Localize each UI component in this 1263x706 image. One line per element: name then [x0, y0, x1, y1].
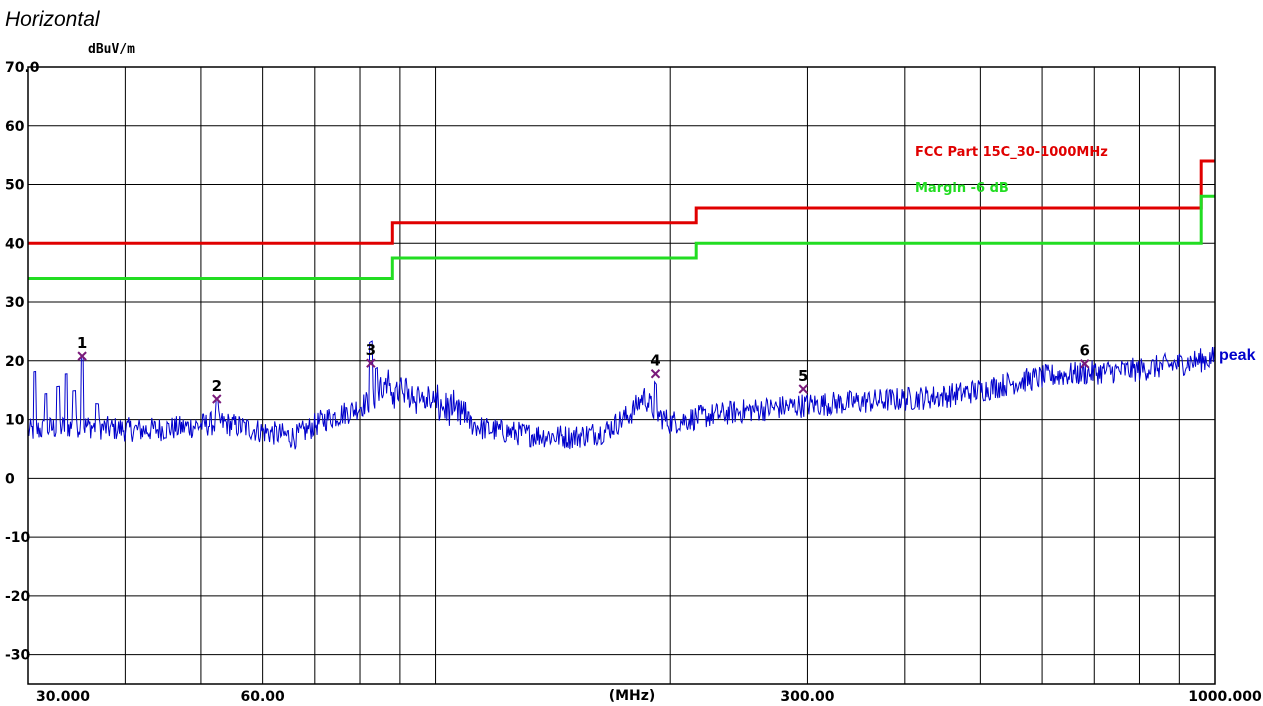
- limit-line: [28, 159, 1215, 245]
- legend: FCC Part 15C_30-1000MHz Margin -6 dB peak: [915, 145, 1256, 364]
- marker: 6: [1079, 342, 1090, 369]
- marker-cross: [77, 351, 87, 361]
- marker: 4: [650, 352, 661, 379]
- marker-label: 6: [1079, 342, 1089, 360]
- legend-margin: Margin -6 dB: [915, 181, 1009, 196]
- trace-line: [27, 340, 1216, 450]
- y-tick-label: 10: [5, 413, 25, 429]
- y-tick-label: 40: [5, 236, 25, 252]
- y-tick-label: 50: [5, 178, 25, 194]
- y-tick-label: 0: [5, 471, 15, 487]
- y-axis-unit: dBuV/m: [88, 42, 135, 57]
- plot-frame: [27, 66, 1216, 685]
- marker-label: 2: [212, 377, 222, 395]
- y-tick-label: -10: [5, 530, 31, 546]
- legend-limit: FCC Part 15C_30-1000MHz: [915, 145, 1108, 160]
- x-axis-tick-labels: 30.000 60.00 300.00 1000.000: [36, 689, 1262, 705]
- x-axis-unit: (MHz): [609, 688, 656, 704]
- x-tick-label: 30.000: [36, 689, 90, 705]
- marker-cross: [212, 394, 222, 404]
- y-tick-label: -30: [5, 648, 31, 664]
- x-tick-label: 1000.000: [1188, 689, 1262, 705]
- marker-label: 1: [77, 334, 87, 352]
- chart-title: Horizontal: [5, 8, 101, 31]
- marker: 2: [212, 377, 222, 404]
- x-tick-label: 60.00: [240, 689, 285, 705]
- marker-cross: [366, 358, 376, 368]
- markers: 1 2 3 4 5 6: [77, 334, 1090, 404]
- limit-lines: [28, 159, 1215, 280]
- marker-cross: [650, 369, 661, 379]
- y-tick-label: -20: [5, 589, 31, 605]
- marker: 3: [366, 341, 376, 368]
- marker-label: 5: [798, 367, 808, 385]
- limit-line: [28, 194, 1215, 280]
- marker: 5: [798, 367, 808, 394]
- y-axis-tick-labels: 70.0 60 50 40 30 20 10 0 -10 -20 -30: [5, 60, 40, 664]
- marker-label: 4: [650, 352, 660, 370]
- marker-cross: [798, 384, 808, 394]
- marker: 1: [77, 334, 87, 361]
- marker-cross: [1079, 359, 1090, 369]
- series-label-peak: peak: [1219, 347, 1256, 364]
- y-tick-label: 20: [5, 354, 25, 370]
- peak-trace: [27, 340, 1216, 450]
- marker-label: 3: [366, 341, 376, 359]
- x-tick-label: 300.00: [780, 689, 834, 705]
- y-tick-label: 60: [5, 119, 25, 135]
- y-tick-label: 70.0: [5, 60, 40, 76]
- y-tick-label: 30: [5, 295, 25, 311]
